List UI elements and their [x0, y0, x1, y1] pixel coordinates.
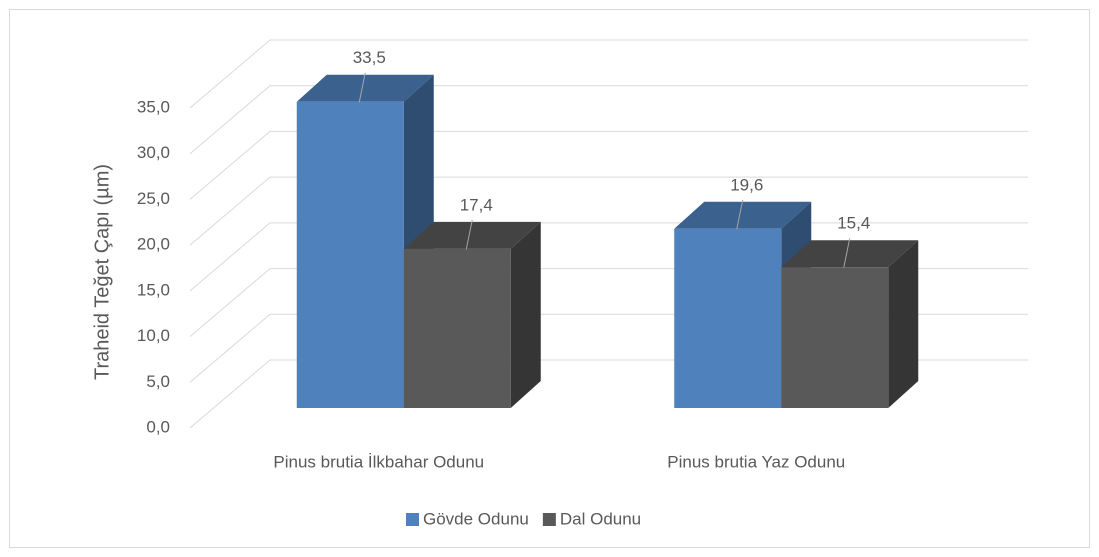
bar-front	[296, 101, 404, 408]
y-tick-label: 0,0	[146, 417, 170, 436]
data-label: 17,4	[460, 195, 493, 214]
bar-front	[403, 248, 511, 408]
y-axis-label: Traheid Teğet Çapı (µm)	[91, 164, 113, 380]
bar-side	[888, 240, 919, 408]
data-label: 15,4	[837, 214, 870, 233]
bar-side	[510, 221, 541, 408]
y-tick-label: 20,0	[137, 235, 170, 254]
legend-swatch	[406, 513, 419, 526]
bar	[403, 221, 541, 408]
y-tick-label: 15,0	[137, 280, 170, 299]
grid-line	[189, 39, 1028, 109]
x-tick-label: Pinus brutia Yaz Odunu	[667, 452, 845, 471]
bar-top	[296, 74, 434, 102]
bar	[296, 74, 434, 408]
label-leader	[358, 72, 366, 103]
label-leader	[465, 219, 473, 250]
label-leader	[843, 238, 851, 268]
y-tick-label: 25,0	[137, 189, 170, 208]
bar	[781, 240, 919, 408]
y-tick-label: 10,0	[137, 326, 170, 345]
bar-top	[674, 201, 812, 229]
data-label: 19,6	[730, 175, 763, 194]
grid-line	[189, 85, 1028, 155]
label-leader	[736, 199, 744, 230]
bar-top	[403, 221, 541, 249]
x-tick-label: Pinus brutia İlkbahar Odunu	[273, 452, 484, 471]
bar-front	[781, 267, 889, 408]
grid-line	[189, 130, 1028, 200]
data-label: 33,5	[353, 48, 386, 67]
grid-line	[189, 176, 1028, 246]
chart-frame	[9, 9, 1090, 548]
y-tick-label: 35,0	[137, 97, 170, 116]
legend-swatch	[542, 513, 556, 526]
legend-label: Gövde Odunu	[423, 509, 529, 528]
bar-top	[781, 240, 919, 268]
bar-front	[674, 228, 782, 408]
y-tick-label: 5,0	[146, 372, 170, 391]
legend-label: Dal Odunu	[560, 509, 641, 528]
y-tick-label: 30,0	[137, 143, 170, 162]
